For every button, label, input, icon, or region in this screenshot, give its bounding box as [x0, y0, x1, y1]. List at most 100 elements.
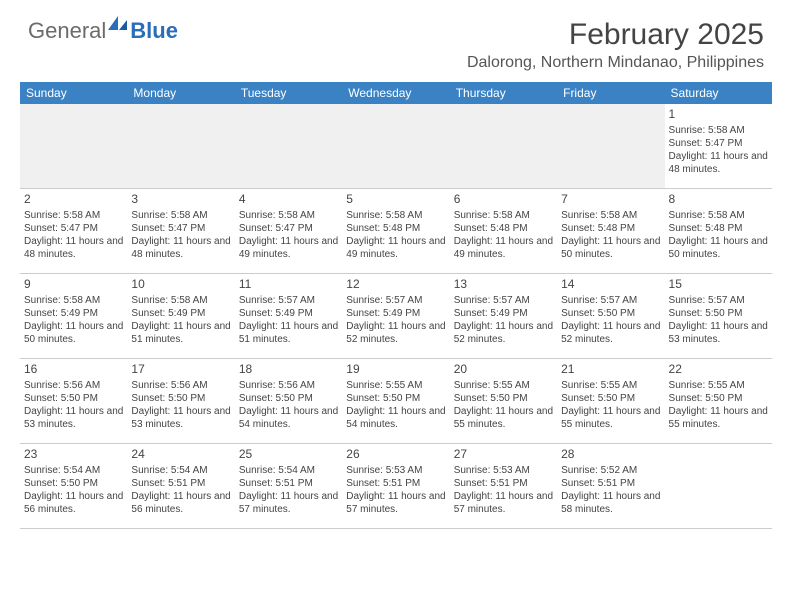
sunset-line: Sunset: 5:50 PM: [24, 392, 123, 405]
day-number: 10: [131, 277, 230, 293]
day-cell: 16Sunrise: 5:56 AMSunset: 5:50 PMDayligh…: [20, 359, 127, 443]
day-cell: 25Sunrise: 5:54 AMSunset: 5:51 PMDayligh…: [235, 444, 342, 528]
sunrise-line: Sunrise: 5:57 AM: [561, 294, 660, 307]
day-cell: 10Sunrise: 5:58 AMSunset: 5:49 PMDayligh…: [127, 274, 234, 358]
day-number: 25: [239, 447, 338, 463]
sunrise-line: Sunrise: 5:55 AM: [669, 379, 768, 392]
day-cell: 11Sunrise: 5:57 AMSunset: 5:49 PMDayligh…: [235, 274, 342, 358]
day-cell: [20, 104, 127, 188]
daylight-line: Daylight: 11 hours and 53 minutes.: [669, 320, 768, 346]
day-number: 8: [669, 192, 768, 208]
day-number: 20: [454, 362, 553, 378]
sunrise-line: Sunrise: 5:53 AM: [346, 464, 445, 477]
day-number: 21: [561, 362, 660, 378]
sunrise-line: Sunrise: 5:57 AM: [454, 294, 553, 307]
weekday-header-row: SundayMondayTuesdayWednesdayThursdayFrid…: [20, 82, 772, 104]
sunset-line: Sunset: 5:51 PM: [131, 477, 230, 490]
daylight-line: Daylight: 11 hours and 57 minutes.: [239, 490, 338, 516]
sunset-line: Sunset: 5:48 PM: [346, 222, 445, 235]
sunset-line: Sunset: 5:50 PM: [669, 392, 768, 405]
day-cell: [127, 104, 234, 188]
daylight-line: Daylight: 11 hours and 51 minutes.: [239, 320, 338, 346]
daylight-line: Daylight: 11 hours and 48 minutes.: [24, 235, 123, 261]
sunset-line: Sunset: 5:49 PM: [454, 307, 553, 320]
week-row: 1Sunrise: 5:58 AMSunset: 5:47 PMDaylight…: [20, 104, 772, 189]
daylight-line: Daylight: 11 hours and 51 minutes.: [131, 320, 230, 346]
sunset-line: Sunset: 5:51 PM: [561, 477, 660, 490]
daylight-line: Daylight: 11 hours and 55 minutes.: [561, 405, 660, 431]
daylight-line: Daylight: 11 hours and 48 minutes.: [669, 150, 768, 176]
sunset-line: Sunset: 5:47 PM: [24, 222, 123, 235]
day-cell: 1Sunrise: 5:58 AMSunset: 5:47 PMDaylight…: [665, 104, 772, 188]
day-cell: 5Sunrise: 5:58 AMSunset: 5:48 PMDaylight…: [342, 189, 449, 273]
daylight-line: Daylight: 11 hours and 53 minutes.: [24, 405, 123, 431]
sunrise-line: Sunrise: 5:58 AM: [669, 209, 768, 222]
title-block: February 2025 Dalorong, Northern Mindana…: [467, 18, 764, 72]
day-cell: 18Sunrise: 5:56 AMSunset: 5:50 PMDayligh…: [235, 359, 342, 443]
sunset-line: Sunset: 5:49 PM: [346, 307, 445, 320]
day-number: 15: [669, 277, 768, 293]
daylight-line: Daylight: 11 hours and 49 minutes.: [239, 235, 338, 261]
day-number: 13: [454, 277, 553, 293]
day-cell: 2Sunrise: 5:58 AMSunset: 5:47 PMDaylight…: [20, 189, 127, 273]
sunset-line: Sunset: 5:50 PM: [131, 392, 230, 405]
daylight-line: Daylight: 11 hours and 56 minutes.: [24, 490, 123, 516]
daylight-line: Daylight: 11 hours and 54 minutes.: [239, 405, 338, 431]
day-number: 24: [131, 447, 230, 463]
sunset-line: Sunset: 5:50 PM: [669, 307, 768, 320]
day-number: 17: [131, 362, 230, 378]
day-cell: 14Sunrise: 5:57 AMSunset: 5:50 PMDayligh…: [557, 274, 664, 358]
logo-sail-icon: [108, 12, 128, 38]
sunrise-line: Sunrise: 5:55 AM: [454, 379, 553, 392]
calendar: SundayMondayTuesdayWednesdayThursdayFrid…: [20, 82, 772, 529]
day-number: 7: [561, 192, 660, 208]
sunset-line: Sunset: 5:49 PM: [24, 307, 123, 320]
day-number: 5: [346, 192, 445, 208]
sunset-line: Sunset: 5:50 PM: [239, 392, 338, 405]
sunrise-line: Sunrise: 5:53 AM: [454, 464, 553, 477]
daylight-line: Daylight: 11 hours and 52 minutes.: [561, 320, 660, 346]
location-subtitle: Dalorong, Northern Mindanao, Philippines: [467, 54, 764, 72]
sunset-line: Sunset: 5:49 PM: [239, 307, 338, 320]
day-cell: 17Sunrise: 5:56 AMSunset: 5:50 PMDayligh…: [127, 359, 234, 443]
logo-text-general: General: [28, 18, 106, 44]
sunrise-line: Sunrise: 5:58 AM: [454, 209, 553, 222]
weeks-container: 1Sunrise: 5:58 AMSunset: 5:47 PMDaylight…: [20, 104, 772, 529]
day-cell: [450, 104, 557, 188]
sunset-line: Sunset: 5:47 PM: [131, 222, 230, 235]
day-number: 27: [454, 447, 553, 463]
sunset-line: Sunset: 5:51 PM: [239, 477, 338, 490]
daylight-line: Daylight: 11 hours and 54 minutes.: [346, 405, 445, 431]
logo-text-blue: Blue: [130, 18, 178, 44]
daylight-line: Daylight: 11 hours and 52 minutes.: [454, 320, 553, 346]
sunset-line: Sunset: 5:50 PM: [346, 392, 445, 405]
day-cell: 9Sunrise: 5:58 AMSunset: 5:49 PMDaylight…: [20, 274, 127, 358]
day-cell: 8Sunrise: 5:58 AMSunset: 5:48 PMDaylight…: [665, 189, 772, 273]
day-cell: 3Sunrise: 5:58 AMSunset: 5:47 PMDaylight…: [127, 189, 234, 273]
sunrise-line: Sunrise: 5:54 AM: [24, 464, 123, 477]
sunrise-line: Sunrise: 5:55 AM: [561, 379, 660, 392]
sunrise-line: Sunrise: 5:52 AM: [561, 464, 660, 477]
month-title: February 2025: [467, 18, 764, 52]
sunrise-line: Sunrise: 5:56 AM: [239, 379, 338, 392]
sunrise-line: Sunrise: 5:58 AM: [131, 294, 230, 307]
weekday-header: Tuesday: [235, 86, 342, 100]
sunrise-line: Sunrise: 5:56 AM: [131, 379, 230, 392]
day-cell: 15Sunrise: 5:57 AMSunset: 5:50 PMDayligh…: [665, 274, 772, 358]
sunrise-line: Sunrise: 5:57 AM: [669, 294, 768, 307]
day-cell: 23Sunrise: 5:54 AMSunset: 5:50 PMDayligh…: [20, 444, 127, 528]
day-cell: [235, 104, 342, 188]
sunrise-line: Sunrise: 5:54 AM: [131, 464, 230, 477]
daylight-line: Daylight: 11 hours and 50 minutes.: [669, 235, 768, 261]
daylight-line: Daylight: 11 hours and 58 minutes.: [561, 490, 660, 516]
day-number: 9: [24, 277, 123, 293]
weekday-header: Saturday: [665, 86, 772, 100]
day-number: 4: [239, 192, 338, 208]
week-row: 9Sunrise: 5:58 AMSunset: 5:49 PMDaylight…: [20, 274, 772, 359]
day-number: 18: [239, 362, 338, 378]
sunrise-line: Sunrise: 5:58 AM: [131, 209, 230, 222]
day-cell: 27Sunrise: 5:53 AMSunset: 5:51 PMDayligh…: [450, 444, 557, 528]
day-number: 19: [346, 362, 445, 378]
day-cell: 22Sunrise: 5:55 AMSunset: 5:50 PMDayligh…: [665, 359, 772, 443]
weekday-header: Sunday: [20, 86, 127, 100]
